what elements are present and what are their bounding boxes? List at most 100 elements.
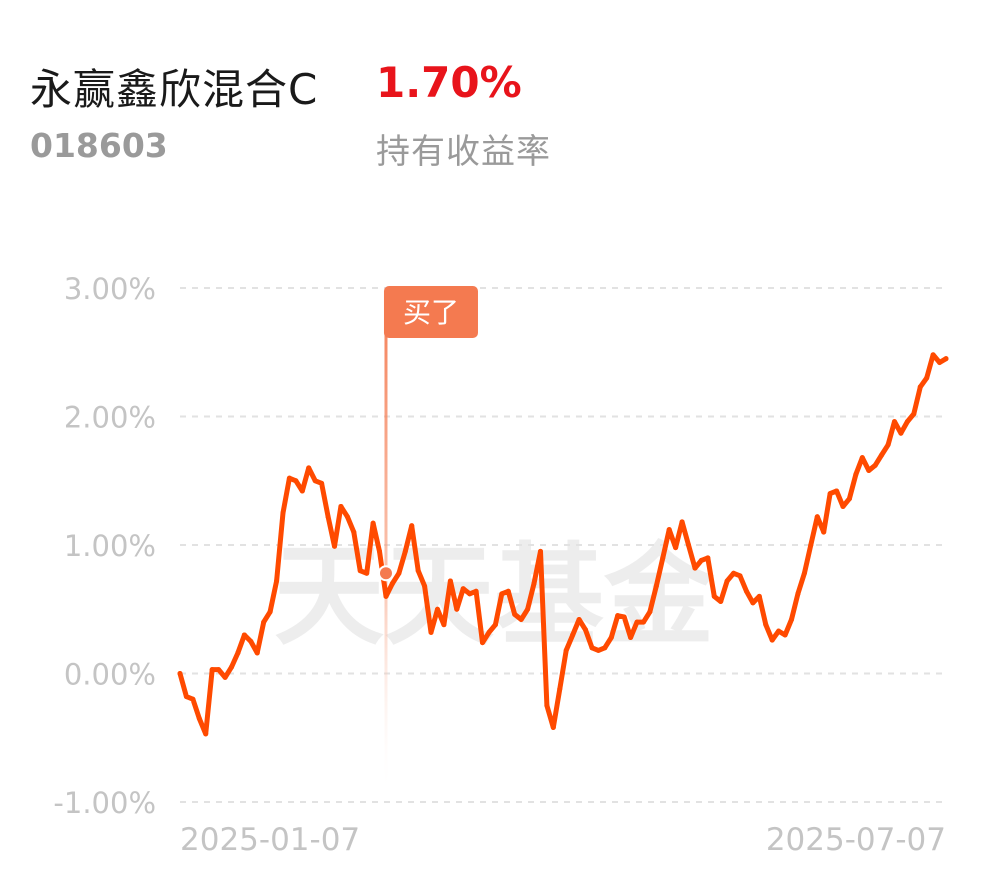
data-point [879, 452, 885, 458]
data-point [525, 606, 531, 612]
data-point [222, 674, 228, 680]
data-point [705, 555, 711, 561]
data-point [499, 591, 505, 597]
watermark-text: 天天基金 [274, 531, 715, 660]
data-point [183, 694, 189, 700]
data-point [409, 523, 415, 529]
data-point [686, 542, 692, 548]
data-point [274, 578, 280, 584]
data-point [428, 629, 434, 635]
data-point [325, 514, 331, 520]
data-point [537, 548, 543, 554]
data-point [930, 352, 936, 358]
data-point [261, 619, 267, 625]
buy-marker: 买了 [383, 286, 478, 796]
data-point [351, 529, 357, 535]
data-point [492, 622, 498, 628]
data-point [859, 455, 865, 461]
data-point [769, 637, 775, 643]
data-point [422, 583, 428, 589]
data-point [660, 555, 666, 561]
fund-code: 018603 [30, 126, 168, 165]
buy-marker-tag[interactable] [383, 286, 478, 338]
data-point [248, 638, 254, 644]
y-axis-ticks: 3.00% 2.00% 1.00% 0.00% -1.00% [53, 272, 156, 820]
data-point [312, 478, 318, 484]
data-point [834, 488, 840, 494]
data-point [434, 606, 440, 612]
data-point [544, 703, 550, 709]
data-point [254, 650, 260, 656]
y-tick-label: 0.00% [64, 658, 156, 692]
data-point [196, 715, 202, 721]
data-point [512, 611, 518, 617]
data-point [190, 696, 196, 702]
data-point [557, 686, 563, 692]
data-point [711, 593, 717, 599]
data-point [795, 591, 801, 597]
data-point [634, 619, 640, 625]
data-point [782, 632, 788, 638]
data-point [402, 548, 408, 554]
y-tick-label: -1.00% [53, 786, 156, 820]
data-point [673, 545, 679, 551]
y-tick-label: 2.00% [64, 401, 156, 435]
data-point [666, 527, 672, 533]
data-point [866, 467, 872, 473]
data-point [344, 514, 350, 520]
data-point [216, 667, 222, 673]
data-point [743, 588, 749, 594]
data-point [821, 529, 827, 535]
data-point [338, 503, 344, 509]
data-point [653, 583, 659, 589]
data-point [608, 635, 614, 641]
y-tick-label: 3.00% [64, 272, 156, 306]
data-point [209, 667, 215, 673]
buy-marker-dot[interactable] [377, 565, 394, 582]
data-point [505, 588, 511, 594]
data-point [447, 578, 453, 584]
data-point [750, 600, 756, 606]
data-point [872, 462, 878, 468]
data-point [917, 384, 923, 390]
data-point [203, 731, 209, 737]
data-point [177, 671, 183, 676]
gridlines [180, 287, 946, 803]
buy-marker-line [384, 330, 388, 796]
data-point [467, 591, 473, 597]
data-point [563, 647, 569, 653]
data-point [589, 645, 595, 651]
data-point [319, 480, 325, 486]
data-point [383, 593, 389, 599]
data-point [602, 645, 608, 651]
data-point [840, 503, 846, 509]
holding-return-label: 持有收益率 [376, 132, 551, 172]
data-point [415, 568, 421, 574]
data-point [235, 650, 241, 656]
data-point [389, 581, 395, 587]
data-point [615, 613, 621, 619]
data-point [885, 442, 891, 448]
data-point [480, 640, 486, 646]
data-point [731, 570, 737, 576]
data-point [486, 629, 492, 635]
data-point [827, 491, 833, 497]
data-point [904, 419, 910, 425]
data-point [814, 514, 820, 520]
data-point [801, 570, 807, 576]
data-point [943, 356, 949, 362]
data-point [441, 622, 447, 628]
y-tick-label: 1.00% [64, 529, 156, 563]
data-point [299, 488, 305, 494]
data-point [364, 570, 370, 576]
data-point [846, 496, 852, 502]
data-point [518, 617, 524, 623]
data-point [853, 471, 859, 477]
data-point [396, 570, 402, 576]
data-point [776, 628, 782, 634]
data-point [679, 519, 685, 525]
x-axis-label: 2025-01-07 [180, 822, 360, 858]
data-point [280, 510, 286, 516]
data-point [473, 588, 479, 594]
